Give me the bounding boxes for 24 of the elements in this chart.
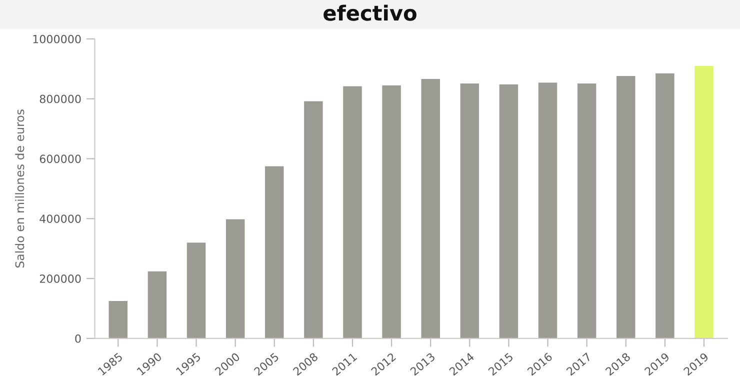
bar — [108, 300, 128, 338]
bar — [148, 271, 167, 338]
chart-title: efectivo — [324, 4, 416, 21]
y-tick-label: 1000000 — [33, 34, 81, 44]
bar — [304, 101, 323, 338]
bar — [421, 79, 440, 338]
bar — [186, 242, 206, 338]
y-tick-label: 400000 — [40, 214, 81, 223]
bar — [616, 76, 636, 338]
bar — [577, 84, 596, 338]
bar — [694, 66, 714, 338]
bar — [499, 84, 518, 338]
bar — [343, 86, 362, 338]
y-tick-label: 0 — [75, 334, 81, 343]
y-tick-label: 600000 — [40, 154, 81, 164]
bar — [656, 73, 674, 338]
bar — [226, 219, 245, 338]
bar — [460, 84, 480, 338]
bar — [265, 166, 284, 338]
y-axis-title: Saldo en millones de euros — [15, 110, 24, 268]
y-tick-label: 800000 — [40, 94, 81, 104]
bar — [382, 85, 401, 338]
bar — [538, 82, 558, 338]
y-tick-label: 200000 — [40, 274, 81, 283]
